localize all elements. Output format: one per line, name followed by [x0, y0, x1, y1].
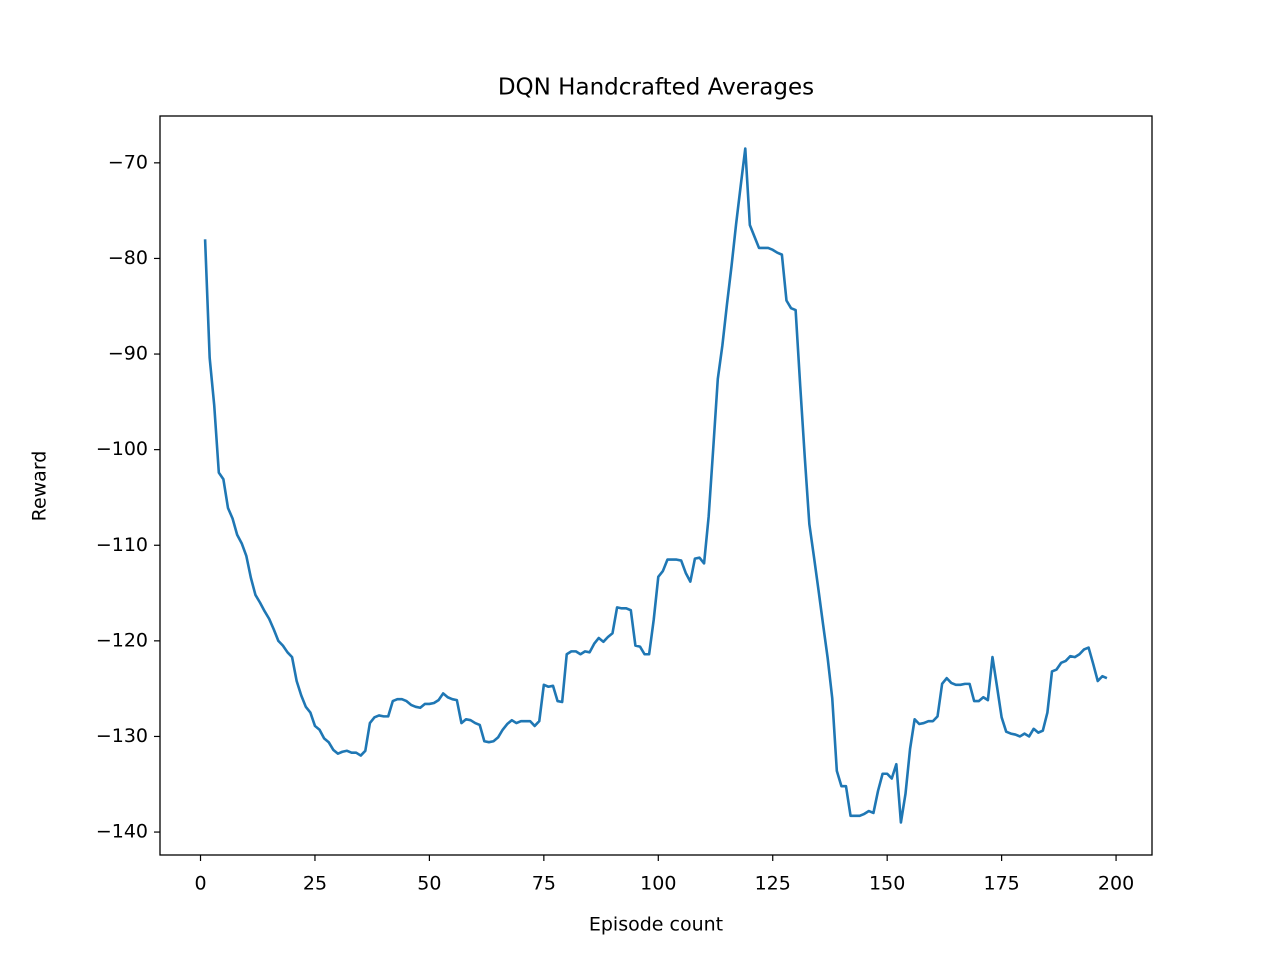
x-tick-label: 0	[194, 873, 206, 895]
y-tick-label: −110	[96, 534, 148, 556]
x-tick-label: 125	[755, 873, 791, 895]
axes-frame	[159, 115, 1153, 856]
y-tick-label: −130	[96, 725, 148, 747]
y-tick-label: −80	[108, 247, 148, 269]
x-tick-label: 75	[532, 873, 556, 895]
x-tick-label: 50	[417, 873, 441, 895]
x-tick-label: 25	[303, 873, 327, 895]
x-tick-label: 150	[869, 873, 905, 895]
x-tick-label: 175	[983, 873, 1019, 895]
y-tick-label: −100	[96, 438, 148, 460]
y-tick-label: −140	[96, 821, 148, 843]
x-axis-label: Episode count	[589, 914, 723, 936]
y-tick-label: −90	[108, 343, 148, 365]
x-tick-label: 200	[1098, 873, 1134, 895]
x-tick-label: 100	[640, 873, 676, 895]
y-tick-label: −120	[96, 629, 148, 651]
y-tick-label: −70	[108, 151, 148, 173]
chart-title: DQN Handcrafted Averages	[498, 75, 814, 101]
line	[203, 147, 1108, 824]
y-axis-label: Reward	[29, 451, 51, 522]
